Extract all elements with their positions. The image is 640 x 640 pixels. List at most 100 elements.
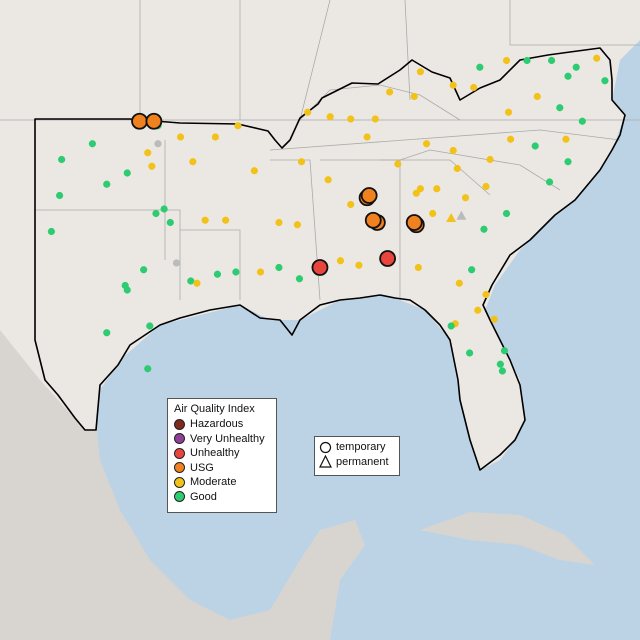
legend-label: Moderate [190,476,237,489]
triangle-icon [319,455,332,468]
monitor-marker-good [123,169,131,177]
monitor-marker-good [476,63,484,71]
monitor-marker-good [548,56,556,65]
monitor-marker-moderate [474,306,482,314]
monitor-marker-usg [131,112,148,130]
monitor-marker-unknown [456,210,467,220]
monitor-markers [47,54,609,375]
monitor-marker-moderate [414,263,422,272]
monitor-marker-unhealthy [311,259,329,276]
legend-item-good: Good [174,490,270,505]
monitor-marker-moderate [222,216,230,224]
monitor-marker-moderate [293,221,301,229]
monitor-marker-usg [360,187,378,204]
monitor-marker-moderate [324,176,332,184]
legend-label: USG [190,461,214,474]
monitor-marker-moderate [449,81,457,89]
monitor-marker-moderate [504,108,513,116]
monitor-marker-good [56,191,64,200]
legend-item-usg: USG [174,461,270,476]
legend-item-very-unhealthy: Very Unhealthy [174,432,270,447]
monitor-marker-good [523,56,531,65]
monitor-marker-moderate [304,108,312,116]
legend-item-hazardous: Hazardous [174,417,270,432]
monitor-marker-good [556,104,564,112]
monitor-marker-moderate [201,216,209,224]
monitor-marker-moderate [422,140,431,148]
monitor-marker-good [121,281,129,290]
monitor-marker-moderate [371,115,379,123]
monitor-marker-moderate [347,115,355,123]
monitor-marker-moderate [461,194,470,202]
monitor-marker-good [466,349,474,357]
monitor-marker-unknown [172,259,181,267]
unhealthy-swatch [174,447,185,459]
monitor-marker-moderate [446,213,457,222]
monitor-marker-moderate [250,167,258,175]
monitor-marker-moderate [507,135,515,143]
monitor-marker-moderate [490,315,498,323]
monitor-marker-moderate [256,268,265,276]
monitor-marker-good [601,77,609,85]
legend-label: Good [190,490,217,503]
monitor-marker-moderate [394,160,402,168]
monitor-marker-good [152,209,160,218]
legend-label: temporary [336,441,386,454]
monitor-marker-unknown [154,140,162,148]
monitor-marker-good [187,277,195,285]
monitor-marker-usg [145,112,163,130]
monitor-marker-moderate [148,162,156,170]
legend-item-temporary: temporary [319,440,395,455]
monitor-marker-good [213,270,222,278]
state-borders [0,0,640,301]
monitor-marker-moderate [533,92,541,101]
monitor-marker-moderate [470,83,478,92]
monitor-marker-unhealthy [379,250,397,267]
monitor-marker-good [531,142,539,150]
legend-label: Hazardous [190,418,244,431]
monitor-marker-good [140,266,148,274]
monitor-marker-moderate [593,54,601,62]
monitor-marker-good [564,72,572,80]
monitor-marker-moderate [455,279,463,287]
legend-label: permanent [336,455,389,468]
legend-label: Very Unhealthy [190,432,265,445]
monitor-marker-good [103,329,111,337]
monitor-marker-moderate [297,158,306,166]
usg-swatch [174,462,185,474]
circle-icon [319,441,332,453]
monitor-marker-good [578,117,586,125]
monitor-marker-moderate [326,113,334,121]
monitor-marker-moderate [234,122,242,130]
monitor-marker-moderate [275,218,283,227]
legend-item-unhealthy: Unhealthy [174,446,270,461]
monitor-marker-moderate [347,200,355,209]
very-unhealthy-swatch [174,433,185,445]
monitor-marker-good [88,140,96,148]
monitor-marker-good [572,63,580,71]
monitor-marker-moderate [502,56,511,65]
monitor-marker-moderate [486,155,494,164]
mexico-land [0,300,365,640]
monitor-marker-usg [405,214,423,231]
legend-item-moderate: Moderate [174,475,270,490]
monitor-marker-moderate [453,164,461,173]
monitor-marker-good [480,225,488,233]
monitor-marker-moderate [189,158,197,166]
monitor-marker-good [447,322,455,330]
monitor-marker-moderate [429,209,437,218]
monitor-marker-moderate [336,257,345,265]
monitor-marker-good [47,227,56,236]
legend-item-permanent: permanent [319,455,395,470]
good-swatch [174,491,185,503]
monitor-marker-good [166,218,174,227]
monitor-marker-usg [364,211,382,229]
monitor-marker-good [146,322,154,330]
cuba-land [420,512,595,565]
monitor-marker-good [58,155,66,164]
monitor-type-legend: temporary permanent [314,436,400,476]
monitor-marker-moderate [416,68,424,76]
monitor-marker-moderate [211,133,219,141]
monitor-marker-good [103,180,111,188]
